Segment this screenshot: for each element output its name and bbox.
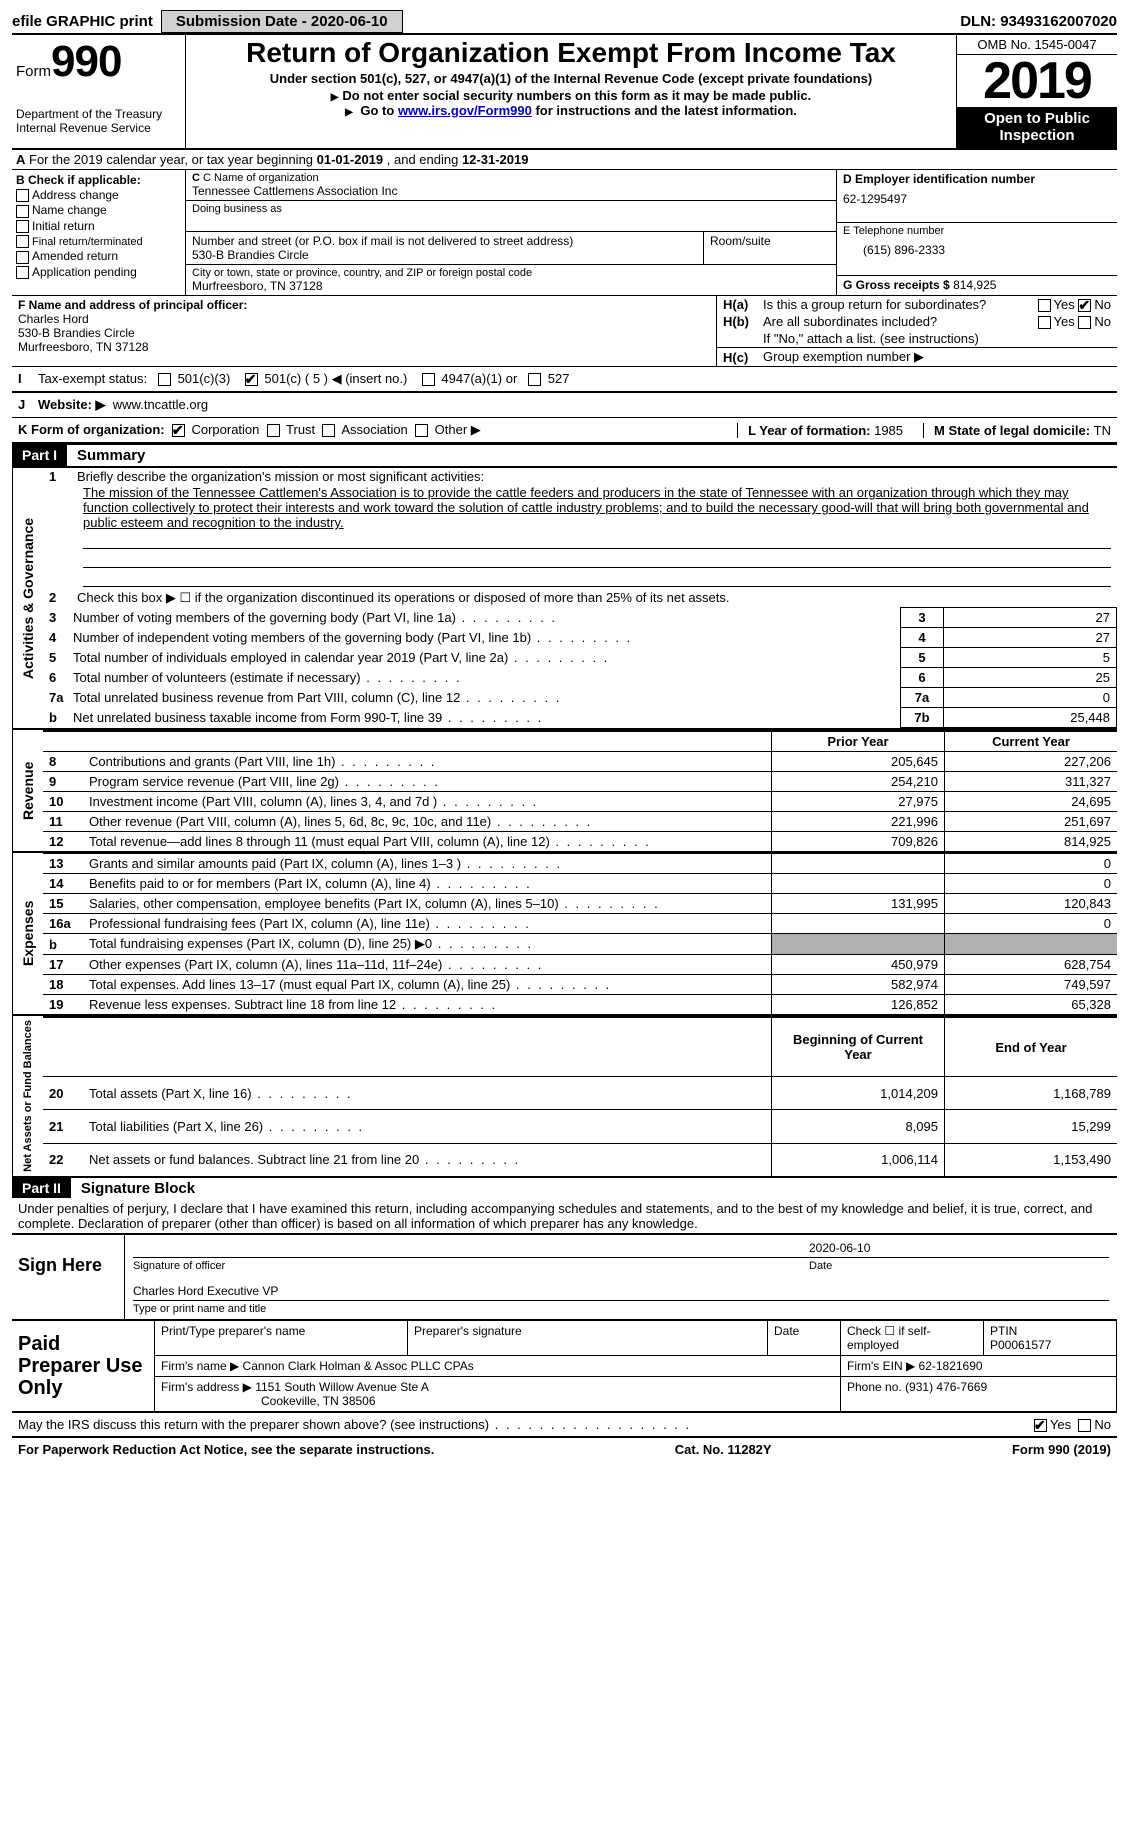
form-header: Form990 Department of the Treasury Inter… (12, 33, 1117, 150)
mission-text: The mission of the Tennessee Cattlemen's… (83, 485, 1089, 530)
netassets-table: Beginning of Current YearEnd of Year 20T… (43, 1016, 1117, 1176)
form-word: Form (16, 63, 51, 80)
ha-yes[interactable] (1038, 299, 1051, 312)
org-city: Murfreesboro, TN 37128 (192, 279, 830, 293)
hb-yes[interactable] (1038, 316, 1051, 329)
form-number: 990 (51, 37, 121, 86)
hb-no[interactable] (1078, 316, 1091, 329)
firm-phone: (931) 476-7669 (905, 1380, 987, 1394)
line-j: J Website: ▶ www.tncattle.org (12, 392, 1117, 418)
dept-irs: Internal Revenue Service (16, 121, 181, 135)
revenue-block: Revenue Prior YearCurrent Year 8Contribu… (12, 728, 1117, 851)
governance-block: Activities & Governance 1Briefly describ… (12, 466, 1117, 728)
goto-note: Go to www.irs.gov/Form990 for instructio… (345, 103, 797, 118)
vtab-revenue: Revenue (12, 730, 43, 851)
discuss-row: May the IRS discuss this return with the… (12, 1412, 1117, 1436)
telephone: (615) 896-2333 (843, 243, 1111, 257)
chk-initial[interactable] (16, 220, 29, 233)
expenses-block: Expenses 13Grants and similar amounts pa… (12, 851, 1117, 1014)
dln-label: DLN: 93493162007020 (960, 13, 1117, 30)
discuss-no[interactable] (1078, 1419, 1091, 1432)
dept-treasury: Department of the Treasury (16, 107, 181, 121)
line-k: K Form of organization: Corporation Trus… (12, 418, 1117, 443)
irs-link[interactable]: www.irs.gov/Form990 (398, 103, 532, 118)
vtab-netassets: Net Assets or Fund Balances (12, 1016, 43, 1176)
section-f: F Name and address of principal officer:… (12, 296, 716, 366)
ein: 62-1295497 (843, 192, 1111, 206)
footer-row: For Paperwork Reduction Act Notice, see … (12, 1436, 1117, 1461)
section-h: H(a) Is this a group return for subordin… (716, 296, 1117, 366)
chk-4947[interactable] (422, 373, 435, 386)
section-b: B Check if applicable: Address change Na… (12, 170, 186, 295)
header-right: OMB No. 1545-0047 2019 Open to Public In… (957, 35, 1117, 148)
sign-here-row: Sign Here 2020-06-10 Signature of office… (12, 1233, 1117, 1320)
tax-year: 2019 (957, 55, 1117, 107)
header-left: Form990 Department of the Treasury Inter… (12, 35, 185, 148)
chk-501c[interactable] (245, 373, 258, 386)
revenue-table: Prior YearCurrent Year 8Contributions an… (43, 730, 1117, 851)
org-name: Tennessee Cattlemens Association Inc (192, 184, 830, 198)
efile-label: efile GRAPHIC print (12, 13, 153, 30)
chk-assoc[interactable] (322, 424, 335, 437)
website: www.tncattle.org (113, 397, 208, 413)
chk-pending[interactable] (16, 266, 29, 279)
firm-name: Cannon Clark Holman & Assoc PLLC CPAs (243, 1359, 474, 1373)
part2-header: Part II Signature Block (12, 1176, 1117, 1199)
gross-receipts: 814,925 (953, 278, 996, 292)
officer-name: Charles Hord (18, 312, 710, 326)
line-a: A For the 2019 calendar year, or tax yea… (12, 150, 1117, 170)
submission-button[interactable]: Submission Date - 2020-06-10 (161, 10, 403, 33)
chk-name-change[interactable] (16, 205, 29, 218)
discuss-yes[interactable] (1034, 1419, 1047, 1432)
header-mid: Return of Organization Exempt From Incom… (185, 35, 957, 148)
chk-527[interactable] (528, 373, 541, 386)
chk-amended[interactable] (16, 251, 29, 264)
section-f-h: F Name and address of principal officer:… (12, 296, 1117, 367)
vtab-governance: Activities & Governance (12, 468, 43, 728)
chk-other[interactable] (415, 424, 428, 437)
section-d: D Employer identification number 62-1295… (836, 170, 1117, 295)
chk-501c3[interactable] (158, 373, 171, 386)
netassets-block: Net Assets or Fund Balances Beginning of… (12, 1014, 1117, 1176)
open-inspection: Open to Public Inspection (957, 107, 1117, 148)
ha-no[interactable] (1078, 299, 1091, 312)
expenses-table: 13Grants and similar amounts paid (Part … (43, 853, 1117, 1014)
entity-grid: B Check if applicable: Address change Na… (12, 170, 1117, 296)
line-i-j: I Tax-exempt status: 501(c)(3) 501(c) ( … (12, 367, 1117, 392)
vtab-expenses: Expenses (12, 853, 43, 1014)
chk-final[interactable] (16, 235, 29, 248)
ssn-note: Do not enter social security numbers on … (331, 88, 812, 103)
top-bar: efile GRAPHIC print Submission Date - 20… (12, 10, 1117, 33)
firm-ein: 62-1821690 (919, 1359, 983, 1373)
perjury-text: Under penalties of perjury, I declare th… (12, 1199, 1117, 1233)
governance-table: 3Number of voting members of the governi… (43, 607, 1117, 728)
chk-address-change[interactable] (16, 189, 29, 202)
form-990-page: efile GRAPHIC print Submission Date - 20… (0, 0, 1129, 1471)
officer-signed: Charles Hord Executive VP (133, 1284, 278, 1298)
chk-trust[interactable] (267, 424, 280, 437)
form-subtitle: Under section 501(c), 527, or 4947(a)(1)… (192, 71, 950, 86)
org-address: 530-B Brandies Circle (192, 248, 697, 262)
section-c: C C Name of organization Tennessee Cattl… (186, 170, 836, 295)
form-title: Return of Organization Exempt From Incom… (192, 37, 950, 69)
preparer-table: Paid Preparer Use Only Print/Type prepar… (12, 1320, 1117, 1412)
part1-header: Part I Summary (12, 443, 1117, 466)
ptin: P00061577 (990, 1338, 1051, 1352)
chk-corp[interactable] (172, 424, 185, 437)
